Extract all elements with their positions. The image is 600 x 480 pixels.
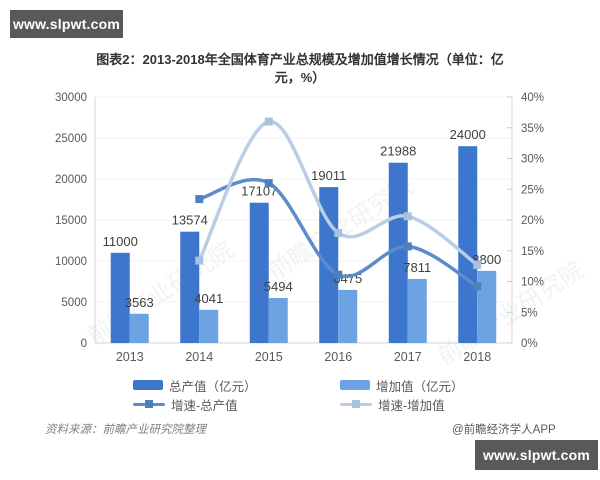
svg-text:15%: 15% — [521, 246, 544, 258]
legend-item-added-value: 增加值（亿元） — [340, 377, 464, 394]
credit-note: @前瞻经济学人APP — [452, 424, 556, 436]
svg-text:10000: 10000 — [55, 256, 87, 268]
svg-text:24000: 24000 — [450, 127, 486, 142]
legend-swatch-total-output — [133, 380, 163, 390]
legend-label-growth-added-value: 增速-增加值 — [378, 398, 445, 413]
watermark-top-text: www.slpwt.com — [12, 16, 121, 32]
svg-text:10%: 10% — [521, 277, 544, 289]
legend-swatch-added-value — [340, 380, 370, 390]
svg-text:11000: 11000 — [103, 234, 138, 249]
legend-label-added-value: 增加值（亿元） — [376, 379, 464, 394]
svg-text:2015: 2015 — [255, 350, 283, 364]
svg-text:0: 0 — [81, 338, 87, 350]
svg-text:25%: 25% — [521, 184, 544, 196]
legend-label-total-output: 总产值（亿元） — [169, 379, 257, 394]
svg-text:3563: 3563 — [125, 295, 154, 310]
svg-text:前瞻产业研究院: 前瞻产业研究院 — [433, 257, 589, 371]
legend-marker-glyph — [352, 400, 360, 408]
chart-legend: 总产值（亿元） 增加值（亿元） 增速-总产值 增速-增加值 — [133, 377, 464, 413]
svg-text:2014: 2014 — [185, 350, 213, 364]
chart-title: 图表2：2013-2018年全国体育产业总规模及增加值增长情况（单位：亿 元，%… — [60, 51, 540, 87]
svg-text:2018: 2018 — [463, 350, 491, 364]
svg-text:2016: 2016 — [324, 350, 352, 364]
svg-text:0%: 0% — [521, 338, 538, 350]
watermark-bottom-badge: www.slpwt.com — [475, 440, 598, 470]
watermark-bottom-text: www.slpwt.com — [482, 447, 591, 463]
svg-text:25000: 25000 — [55, 133, 87, 145]
legend-swatch-growth-total-output — [133, 399, 165, 409]
svg-text:30%: 30% — [521, 154, 544, 166]
svg-text:40%: 40% — [521, 92, 544, 104]
svg-text:20%: 20% — [521, 215, 544, 227]
chart-title-line1: 图表2：2013-2018年全国体育产业总规模及增加值增长情况（单位：亿 — [96, 52, 504, 67]
svg-text:4041: 4041 — [194, 291, 223, 306]
svg-text:30000: 30000 — [55, 92, 87, 104]
svg-text:13574: 13574 — [172, 213, 208, 228]
svg-text:19011: 19011 — [311, 168, 346, 183]
legend-item-growth-total-output: 增速-总产值 — [133, 396, 340, 413]
legend-item-growth-added-value: 增速-增加值 — [340, 396, 464, 413]
chart-title-line2: 元，%） — [274, 70, 326, 86]
legend-marker-glyph — [145, 400, 153, 408]
svg-text:20000: 20000 — [55, 174, 87, 186]
svg-text:2017: 2017 — [394, 350, 422, 364]
svg-text:7811: 7811 — [403, 260, 431, 275]
watermark-top-badge: www.slpwt.com — [10, 10, 123, 38]
svg-text:5494: 5494 — [264, 279, 293, 294]
svg-text:5%: 5% — [521, 307, 538, 319]
legend-swatch-growth-added-value — [340, 399, 372, 409]
svg-text:2013: 2013 — [116, 350, 144, 364]
svg-text:35%: 35% — [521, 123, 544, 135]
svg-text:15000: 15000 — [55, 215, 87, 227]
legend-item-total-output: 总产值（亿元） — [133, 377, 340, 394]
chart-canvas: 前瞻产业研究院前瞻产业研究院前瞻产业研究院0500010000150002000… — [55, 92, 589, 371]
svg-text:21988: 21988 — [380, 144, 416, 159]
legend-label-growth-total-output: 增速-总产值 — [171, 398, 238, 413]
data-source-note: 资料来源：前瞻产业研究院整理 — [45, 424, 206, 436]
svg-text:17107: 17107 — [241, 184, 277, 199]
svg-text:5000: 5000 — [61, 297, 87, 309]
